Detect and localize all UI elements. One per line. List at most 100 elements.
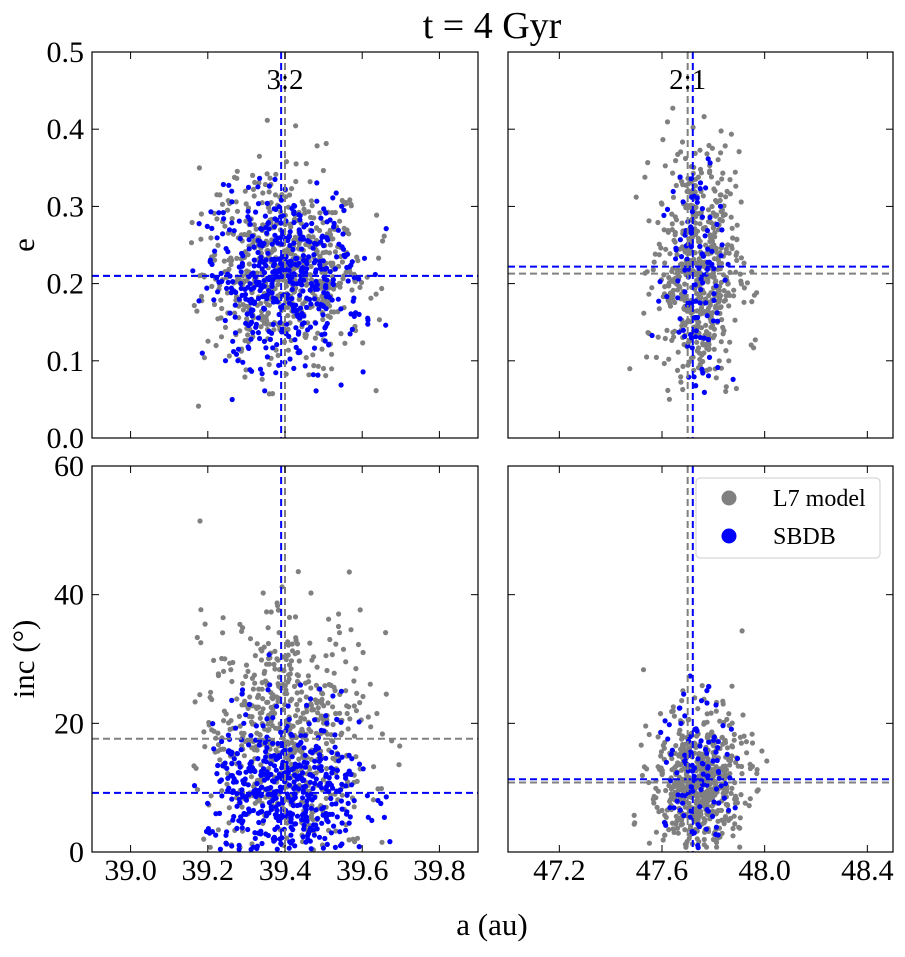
l7-model-point xyxy=(252,680,258,686)
l7-model-point xyxy=(674,825,681,831)
l7-model-point xyxy=(718,339,724,345)
sbdb-point xyxy=(299,246,305,252)
l7-model-point xyxy=(694,339,700,345)
sbdb-point xyxy=(335,227,341,233)
l7-model-point xyxy=(320,691,326,697)
sbdb-point xyxy=(238,269,244,275)
sbdb-point xyxy=(230,279,236,285)
sbdb-point xyxy=(249,233,255,239)
l7-model-point xyxy=(726,303,732,309)
y-tick-label: 0.4 xyxy=(47,113,85,146)
l7-model-point xyxy=(323,373,329,379)
l7-model-point xyxy=(670,194,677,200)
sbdb-point xyxy=(687,673,693,679)
l7-model-point xyxy=(257,710,263,716)
l7-model-point xyxy=(195,403,202,409)
sbdb-point xyxy=(248,296,254,302)
sbdb-point xyxy=(219,738,225,745)
sbdb-point xyxy=(312,717,318,723)
sbdb-point xyxy=(318,764,324,770)
l7-model-point xyxy=(690,234,696,240)
l7-model-point xyxy=(697,147,703,153)
l7-model-point xyxy=(669,211,675,217)
l7-model-point xyxy=(631,821,637,827)
l7-model-point xyxy=(315,705,321,711)
sbdb-point xyxy=(246,237,252,243)
l7-model-point xyxy=(300,201,306,207)
sbdb-point xyxy=(269,330,275,336)
sbdb-point xyxy=(338,382,344,388)
sbdb-point xyxy=(251,244,257,250)
l7-model-point xyxy=(347,197,353,203)
l7-model-point xyxy=(337,218,343,224)
sbdb-point xyxy=(258,792,264,799)
sbdb-point xyxy=(243,296,249,302)
l7-model-point xyxy=(379,285,385,292)
l7-model-point xyxy=(738,199,744,205)
l7-model-point xyxy=(198,236,204,242)
panel-top-left: 0.0 0.1 0.2 0.3 0.4 0.5 3:2 e xyxy=(6,36,479,455)
sbdb-point xyxy=(319,234,325,240)
sbdb-point xyxy=(677,316,683,322)
sbdb-point xyxy=(271,224,278,230)
l7-model-point xyxy=(221,746,227,752)
l7-model-point xyxy=(699,352,705,358)
sbdb-point xyxy=(205,800,211,807)
sbdb-point xyxy=(225,732,231,738)
l7-model-point xyxy=(678,379,684,385)
sbdb-point xyxy=(286,267,292,273)
l7-model-point xyxy=(708,174,715,180)
sbdb-point xyxy=(320,312,326,318)
sbdb-point xyxy=(703,826,710,832)
l7-model-point xyxy=(266,361,272,368)
l7-model-point xyxy=(256,153,262,159)
l7-model-point xyxy=(243,673,249,680)
l7-model-point xyxy=(297,697,303,703)
l7-model-point xyxy=(330,262,336,268)
sbdb-point xyxy=(240,253,246,259)
sbdb-point xyxy=(699,366,705,372)
l7-model-point xyxy=(720,324,726,330)
sbdb-point xyxy=(663,759,670,765)
sbdb-point xyxy=(294,802,300,809)
sbdb-point xyxy=(710,737,717,743)
sbdb-point xyxy=(356,761,363,767)
sbdb-point xyxy=(264,230,270,236)
sbdb-point xyxy=(381,814,387,821)
l7-model-point xyxy=(723,348,729,354)
l7-model-point xyxy=(718,279,724,286)
sbdb-point xyxy=(211,746,217,752)
sbdb-point xyxy=(301,224,307,230)
l7-model-point xyxy=(330,721,336,728)
sbdb-point xyxy=(259,371,265,377)
l7-model-point xyxy=(729,683,735,689)
l7-model-point xyxy=(722,143,728,149)
sbdb-point xyxy=(247,761,253,767)
l7-model-point xyxy=(738,255,745,261)
sbdb-point xyxy=(309,283,315,289)
l7-model-point xyxy=(197,692,203,698)
l7-model-point xyxy=(307,272,313,278)
l7-model-point xyxy=(724,802,731,808)
l7-model-point xyxy=(724,242,731,248)
l7-model-point xyxy=(300,301,306,307)
l7-model-point xyxy=(324,765,330,772)
sbdb-point xyxy=(264,354,270,360)
l7-model-point xyxy=(256,180,262,186)
scatter-points xyxy=(631,628,770,851)
l7-model-point xyxy=(653,829,660,835)
l7-model-point xyxy=(704,719,710,725)
l7-model-point xyxy=(717,304,724,310)
l7-model-point xyxy=(243,662,250,668)
sbdb-point xyxy=(209,225,215,231)
sbdb-point xyxy=(709,813,716,820)
sbdb-point xyxy=(704,700,710,706)
sbdb-point xyxy=(716,769,722,776)
l7-model-point xyxy=(656,306,662,312)
l7-model-point xyxy=(716,261,722,267)
l7-model-point xyxy=(339,259,345,265)
sbdb-point xyxy=(241,720,247,726)
sbdb-point xyxy=(285,770,291,776)
l7-model-point xyxy=(682,827,688,833)
sbdb-point xyxy=(698,698,705,704)
